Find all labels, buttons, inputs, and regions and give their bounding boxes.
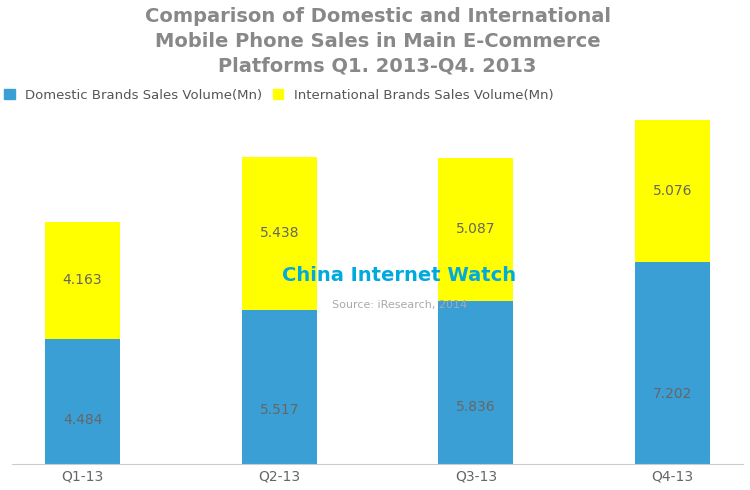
Text: 4.484: 4.484	[63, 413, 102, 427]
Text: 5.438: 5.438	[260, 226, 299, 241]
Bar	[635, 120, 710, 262]
Text: 4.163: 4.163	[63, 273, 103, 287]
Text: 7.202: 7.202	[652, 387, 692, 400]
Bar	[45, 339, 120, 464]
Text: Source: iResearch, 2014: Source: iResearch, 2014	[332, 300, 467, 310]
Text: 5.087: 5.087	[456, 222, 496, 236]
Title: Comparison of Domestic and International
Mobile Phone Sales in Main E-Commerce
P: Comparison of Domestic and International…	[145, 7, 610, 76]
Text: China Internet Watch: China Internet Watch	[283, 266, 517, 285]
Bar	[635, 262, 710, 464]
Text: 5.517: 5.517	[260, 403, 299, 417]
Legend: Domestic Brands Sales Volume(Mn), International Brands Sales Volume(Mn): Domestic Brands Sales Volume(Mn), Intern…	[4, 89, 554, 101]
Bar	[242, 310, 316, 464]
Text: 5.836: 5.836	[456, 400, 496, 414]
Bar	[45, 222, 120, 339]
Bar	[439, 158, 513, 301]
Text: 5.076: 5.076	[652, 184, 692, 198]
Bar	[242, 157, 316, 310]
Bar	[439, 301, 513, 464]
